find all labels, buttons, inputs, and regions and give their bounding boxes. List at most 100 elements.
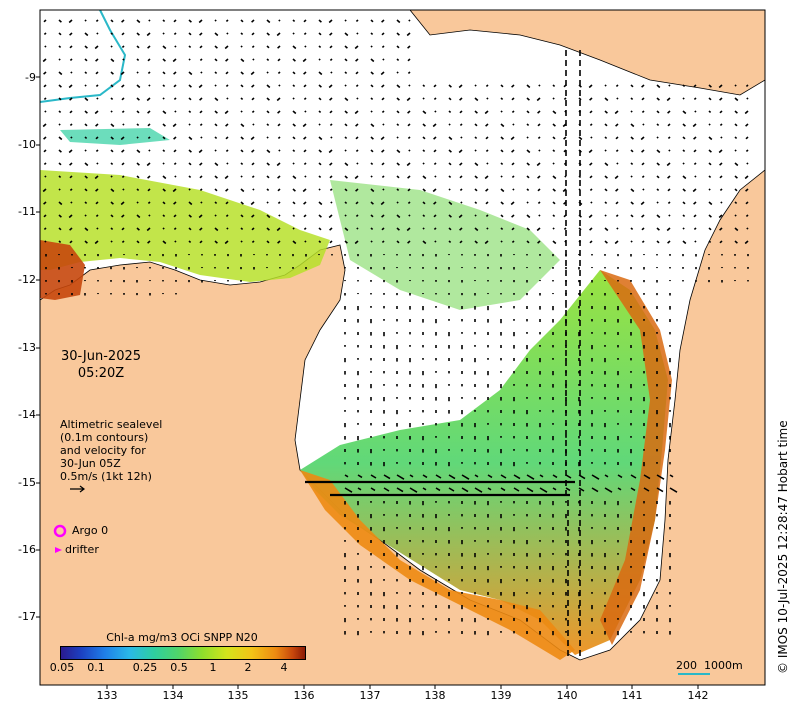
velocity-arrow — [240, 175, 243, 178]
velocity-arrow — [630, 149, 634, 153]
velocity-arrow — [552, 97, 555, 100]
velocity-arrow — [396, 58, 400, 62]
velocity-arrow — [474, 240, 478, 244]
velocity-arrow — [110, 84, 114, 88]
velocity-arrow — [640, 136, 645, 141]
velocity-arrow — [292, 162, 295, 165]
velocity-arrow — [214, 214, 217, 217]
velocity-arrow — [278, 149, 281, 152]
velocity-arrow — [615, 201, 619, 205]
velocity-arrow — [162, 149, 166, 153]
velocity-arrow — [370, 162, 374, 166]
lat-tick-label: -13 — [18, 341, 36, 354]
velocity-arrow — [630, 240, 633, 243]
velocity-arrow — [277, 45, 281, 49]
velocity-arrow — [136, 19, 141, 24]
velocity-arrow — [589, 188, 593, 192]
velocity-arrow — [526, 175, 530, 179]
velocity-arrow — [422, 201, 426, 205]
velocity-arrow — [68, 214, 73, 219]
altimetry-line: 30-Jun 05Z — [60, 457, 121, 470]
velocity-arrow — [370, 123, 375, 128]
velocity-arrow — [292, 201, 296, 205]
velocity-arrow — [328, 19, 333, 24]
velocity-arrow — [303, 97, 307, 101]
velocity-arrow — [147, 58, 151, 62]
velocity-arrow — [43, 162, 47, 166]
velocity-arrow — [147, 175, 151, 179]
velocity-arrow — [578, 214, 582, 218]
velocity-arrow — [58, 227, 62, 231]
velocity-arrow — [537, 188, 541, 192]
velocity-arrow — [396, 162, 400, 166]
chl-teal-patch — [60, 128, 170, 145]
lat-tick-label: -10 — [18, 138, 36, 151]
velocity-arrow — [344, 149, 347, 152]
velocity-arrow — [292, 97, 295, 100]
chl-arafura-band — [40, 170, 330, 282]
velocity-arrow — [617, 474, 623, 479]
velocity-arrow — [355, 58, 359, 62]
velocity-arrow — [745, 84, 749, 88]
velocity-arrow — [329, 162, 333, 166]
velocity-arrow — [148, 19, 151, 22]
velocity-arrow — [224, 240, 229, 245]
velocity-arrow — [188, 32, 192, 36]
velocity-arrow — [692, 188, 697, 193]
velocity-arrow — [370, 84, 374, 88]
velocity-arrow — [277, 123, 281, 127]
velocity-arrow — [682, 175, 687, 180]
velocity-arrow — [422, 487, 427, 491]
velocity-arrow — [435, 487, 441, 492]
velocity-arrow — [199, 175, 203, 179]
velocity-arrow — [604, 214, 607, 217]
velocity-arrow — [355, 214, 359, 218]
velocity-arrow — [406, 227, 411, 232]
velocity-arrow — [162, 175, 167, 180]
velocity-arrow — [188, 19, 192, 23]
velocity-arrow — [434, 240, 437, 243]
velocity-arrow — [537, 240, 541, 244]
velocity-arrow — [173, 84, 177, 88]
velocity-arrow — [188, 214, 192, 218]
velocity-arrow — [563, 136, 567, 140]
velocity-arrow — [616, 227, 619, 230]
velocity-arrow — [121, 162, 125, 166]
velocity-arrow — [459, 110, 463, 114]
axis-ticks — [36, 76, 699, 689]
velocity-arrow — [537, 123, 541, 127]
velocity-arrow — [485, 214, 489, 218]
velocity-arrow — [121, 19, 125, 23]
velocity-arrow — [58, 110, 62, 114]
velocity-arrow — [292, 19, 296, 23]
velocity-arrow — [329, 110, 333, 114]
velocity-arrow — [682, 188, 686, 192]
velocity-arrow — [422, 175, 427, 180]
velocity-arrow — [448, 175, 452, 179]
velocity-arrow — [200, 201, 203, 204]
velocity-arrow — [719, 123, 723, 127]
velocity-arrow — [564, 110, 567, 113]
velocity-arrow — [693, 227, 697, 231]
velocity-arrow — [552, 188, 556, 192]
velocity-arrow — [344, 227, 349, 232]
velocity-arrow — [474, 97, 479, 102]
velocity-arrow — [304, 240, 307, 243]
velocity-arrow — [604, 474, 609, 478]
date-time-label: 30-Jun-2025 05:20Z — [56, 348, 146, 382]
velocity-arrow — [266, 58, 270, 62]
date-text: 30-Jun-2025 — [60, 349, 142, 364]
velocity-arrow — [188, 71, 193, 76]
velocity-arrow — [526, 162, 530, 166]
velocity-arrow — [563, 227, 567, 231]
velocity-arrow — [188, 97, 192, 101]
velocity-arrow — [58, 58, 61, 61]
velocity-arrow — [251, 110, 255, 114]
velocity-arrow — [693, 214, 697, 218]
velocity-arrow — [718, 149, 723, 154]
velocity-arrow — [693, 149, 697, 153]
velocity-arrow — [370, 175, 373, 178]
velocity-arrow — [536, 162, 541, 167]
velocity-arrow — [708, 162, 712, 166]
